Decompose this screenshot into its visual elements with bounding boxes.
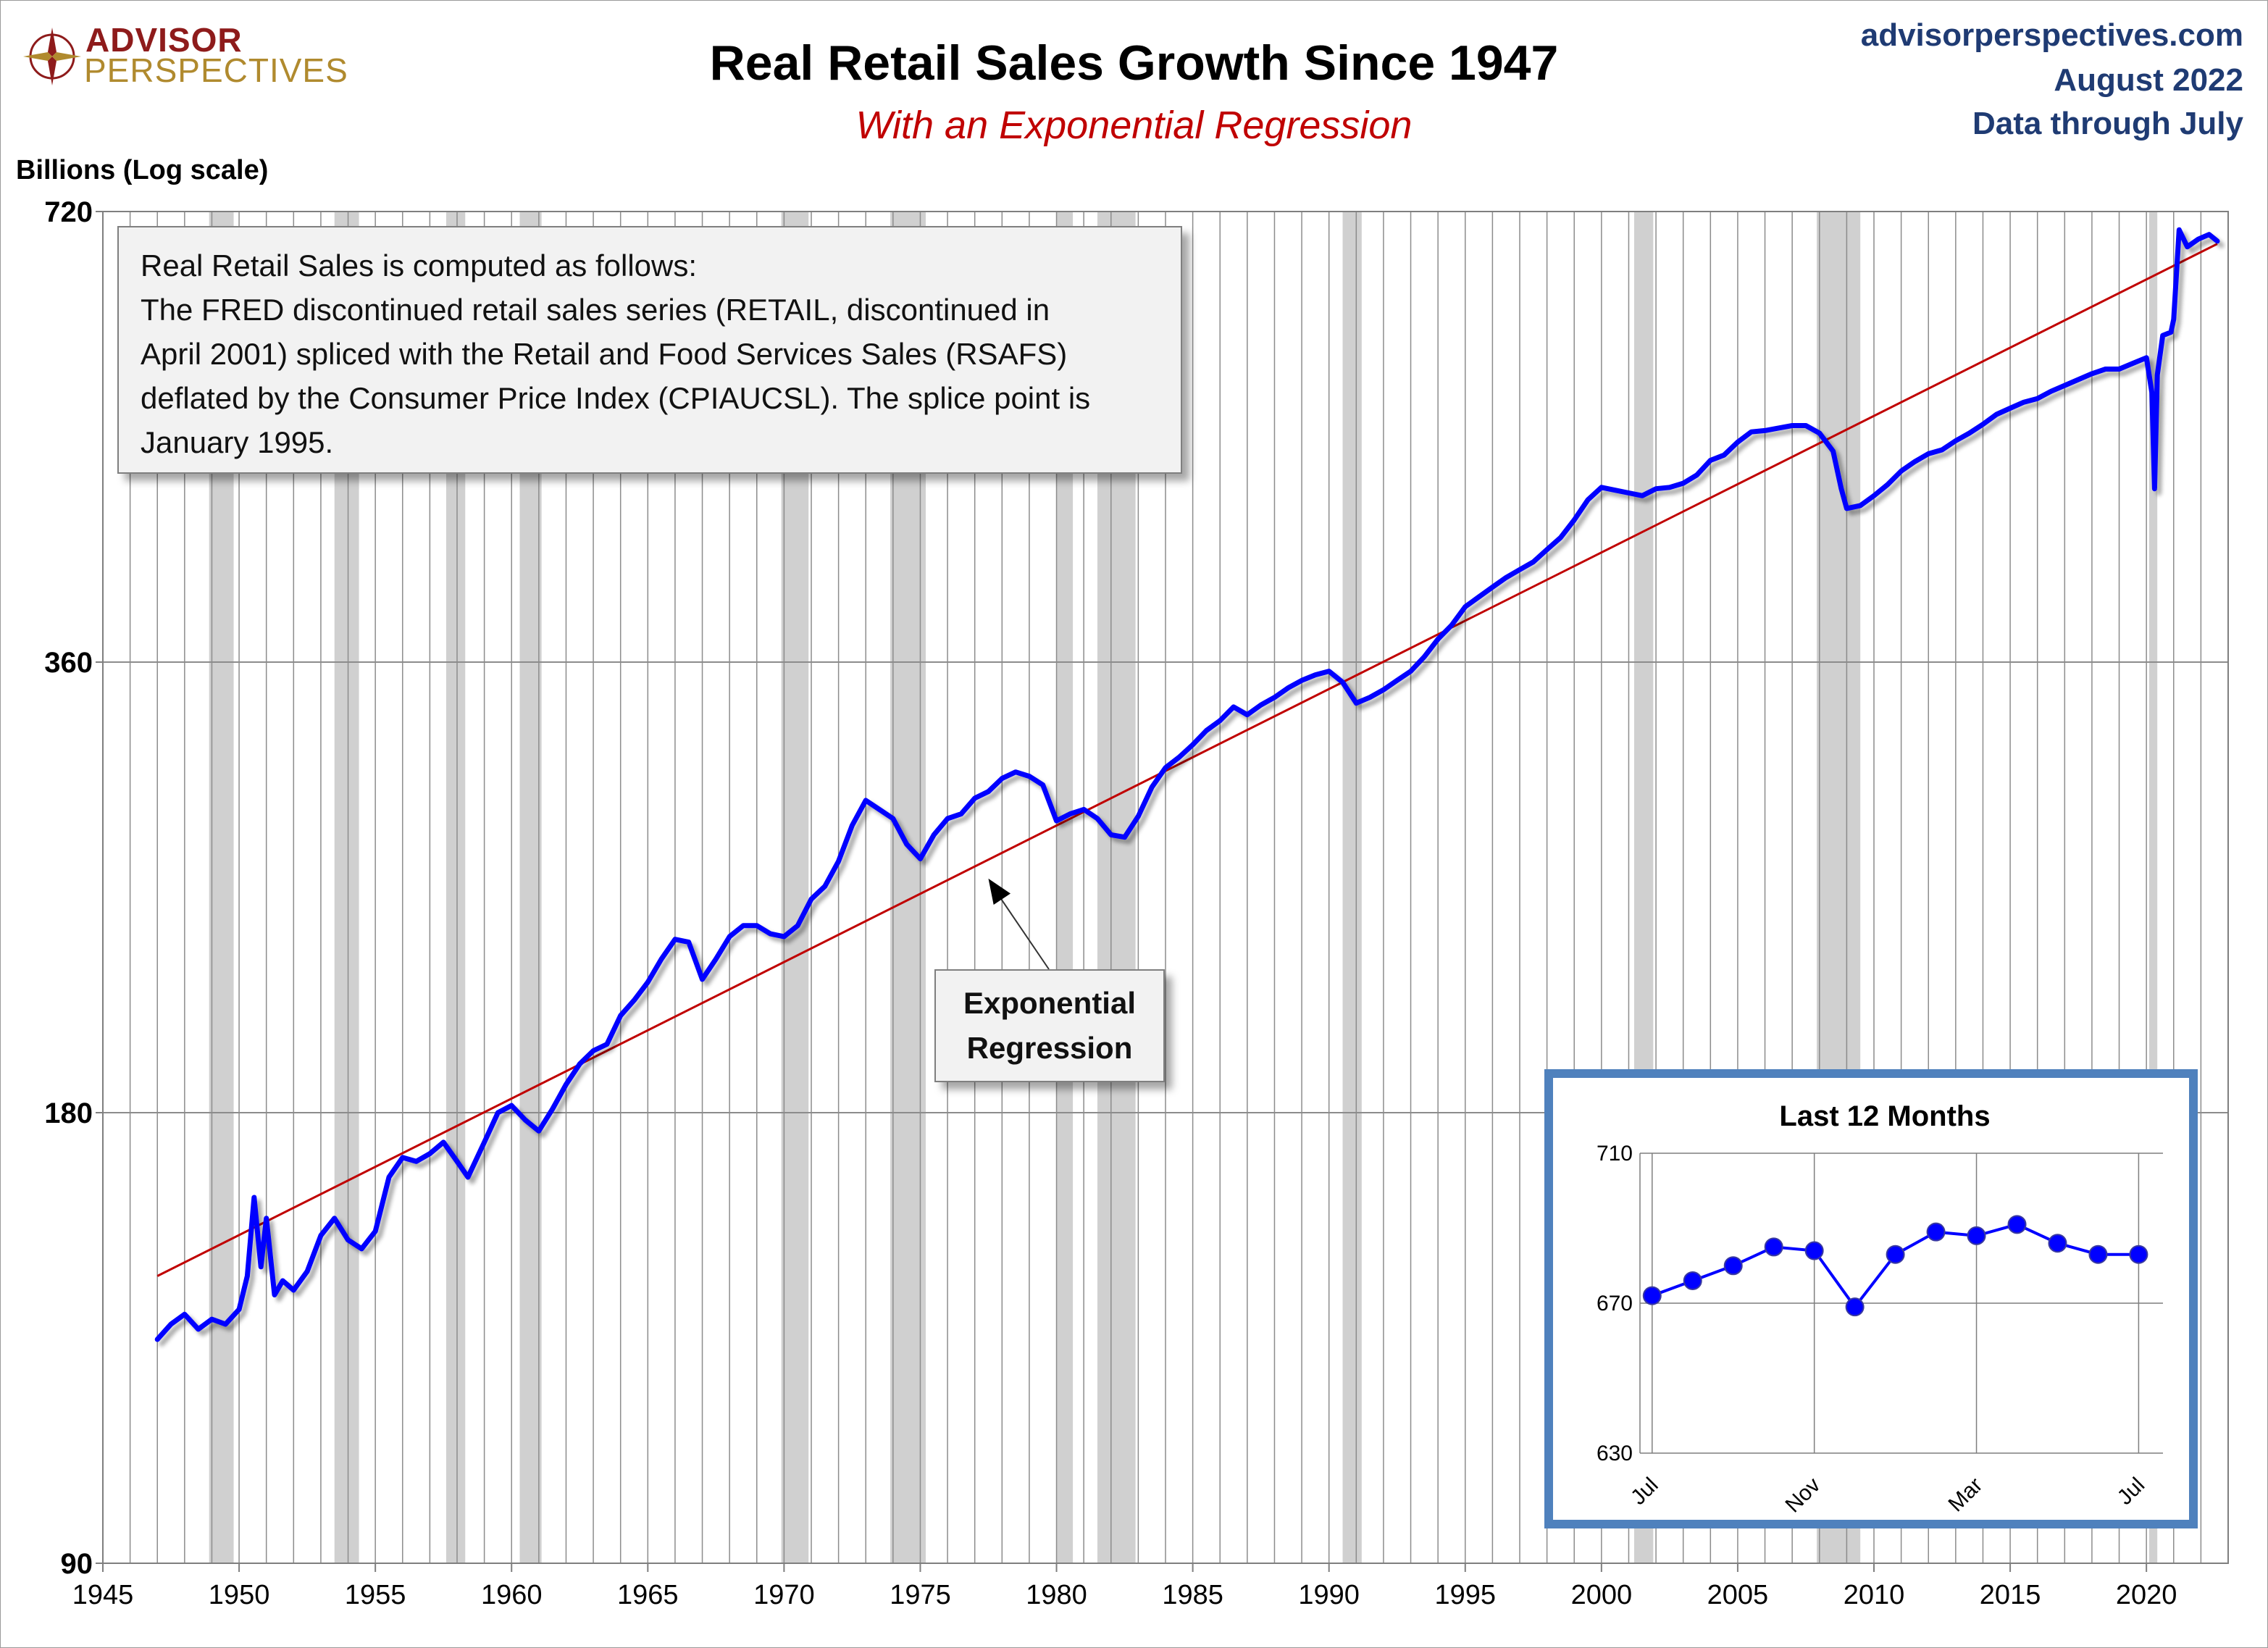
x-tick-label: 1995 xyxy=(1434,1580,1496,1610)
note-line: April 2001) spliced with the Retail and … xyxy=(141,337,1068,371)
recession-band xyxy=(1342,212,1362,1563)
recession-band xyxy=(2148,212,2158,1563)
annotation-line: Exponential xyxy=(963,986,1137,1020)
chart-subtitle: With an Exponential Regression xyxy=(855,104,1413,147)
x-tick-label: 1945 xyxy=(72,1580,134,1610)
inset-data-point xyxy=(2007,1215,2027,1234)
inset-data-point xyxy=(1642,1286,1662,1305)
x-tick-label: 2005 xyxy=(1707,1580,1769,1610)
inset-data-point xyxy=(1926,1222,1946,1242)
note-line: deflated by the Consumer Price Index (CP… xyxy=(141,381,1091,415)
inset-data-point xyxy=(1845,1297,1865,1317)
annotation-arrow-head xyxy=(988,878,1010,905)
publish-date: August 2022 xyxy=(2054,62,2243,98)
inset-x-tick-label: Mar xyxy=(1944,1473,1988,1517)
methodology-note: Real Retail Sales is computed as follows… xyxy=(117,226,1182,474)
annotation-arrow-line xyxy=(993,888,1050,970)
logo-text-bottom: PERSPECTIVES xyxy=(84,51,348,89)
x-tick-label: 2015 xyxy=(1980,1580,2041,1610)
inset-data-point xyxy=(2048,1234,2067,1253)
plot-area xyxy=(102,211,2229,1564)
x-tick-label: 1980 xyxy=(1026,1580,1087,1610)
inset-data-point xyxy=(1764,1237,1783,1257)
compass-icon xyxy=(23,28,81,85)
inset-chart: Last 12 Months 630 670 710 Jul Nov Mar Jul xyxy=(1597,1100,2163,1518)
inset-x-tick-label: Jul xyxy=(1626,1473,1662,1510)
advisor-perspectives-logo: ADVISOR PERSPECTIVES xyxy=(22,19,348,91)
inset-y-tick-label: 670 xyxy=(1597,1292,1633,1316)
source-website: advisorperspectives.com xyxy=(1860,17,2243,53)
y-tick-label: 90 xyxy=(61,1548,93,1580)
inset-data-point xyxy=(1683,1271,1702,1290)
data-through: Data through July xyxy=(1972,106,2243,141)
inset-data-point xyxy=(1723,1256,1743,1276)
x-tick-label: 1965 xyxy=(617,1580,679,1610)
inset-data-point xyxy=(2129,1245,2148,1264)
inset-data-point xyxy=(1967,1226,1986,1245)
x-tick-label: 1970 xyxy=(753,1580,815,1610)
inset-data-point xyxy=(2088,1245,2108,1264)
logo-text-top: ADVISOR xyxy=(85,21,243,59)
regression-line xyxy=(156,243,2218,1277)
inset-last-12-months: Last 12 Months 630 670 710 Jul Nov Mar Jul xyxy=(1544,1069,2198,1528)
x-tick-label: 1985 xyxy=(1162,1580,1223,1610)
x-tick-label: 2020 xyxy=(2116,1580,2177,1610)
inset-y-tick-label: 710 xyxy=(1597,1142,1633,1166)
inset-x-tick-label: Jul xyxy=(2113,1473,2149,1510)
inset-y-tick-label: 630 xyxy=(1597,1442,1633,1465)
y-tick-label: 720 xyxy=(44,196,93,228)
inset-title: Last 12 Months xyxy=(1779,1100,1990,1132)
x-tick-label: 1990 xyxy=(1298,1580,1360,1610)
series-line-real-retail-sales xyxy=(154,227,2220,1342)
note-line: The FRED discontinued retail sales serie… xyxy=(141,293,1050,327)
x-tick-label: 2010 xyxy=(1844,1580,1905,1610)
x-tick-label: 1950 xyxy=(209,1580,270,1610)
annotation-line: Regression xyxy=(966,1031,1133,1065)
note-line: Real Retail Sales is computed as follows… xyxy=(141,248,698,283)
x-tick-label: 1960 xyxy=(481,1580,543,1610)
x-tick-label: 1955 xyxy=(345,1580,406,1610)
inset-data-point xyxy=(1886,1245,1905,1264)
y-tick-label: 360 xyxy=(44,647,93,679)
chart-title: Real Retail Sales Growth Since 1947 xyxy=(709,35,1559,91)
note-line: January 1995. xyxy=(141,425,334,459)
x-tick-label: 1975 xyxy=(890,1580,951,1610)
y-axis-label: Billions (Log scale) xyxy=(16,155,269,185)
recession-band xyxy=(1056,212,1074,1563)
y-tick-label: 180 xyxy=(44,1097,93,1129)
inset-x-tick-label: Nov xyxy=(1780,1473,1825,1518)
regression-annotation-label: Exponential Regression xyxy=(934,969,1165,1082)
x-tick-label: 2000 xyxy=(1571,1580,1633,1610)
inset-data-point xyxy=(1804,1241,1824,1260)
